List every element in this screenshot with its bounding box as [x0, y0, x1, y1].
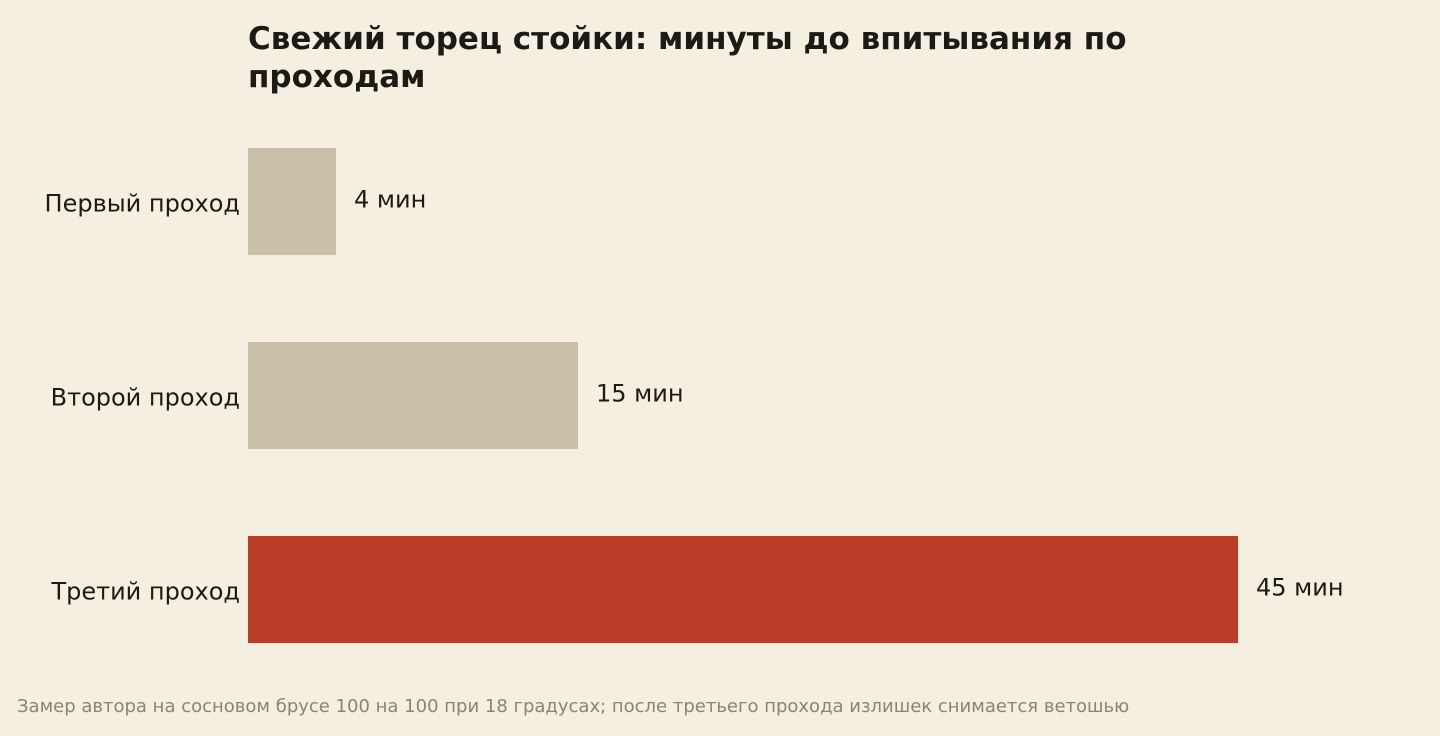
value-label: 15 мин [596, 380, 684, 408]
value-label: 4 мин [354, 186, 426, 214]
category-label: Третий проход [50, 578, 240, 606]
chart-title: Свежий торец стойки: минуты до впитывани… [248, 21, 1127, 95]
category-label: Второй проход [51, 384, 240, 412]
bar-3 [248, 536, 1238, 643]
category-label: Первый проход [45, 190, 240, 218]
bar-1 [248, 148, 336, 255]
value-label: 45 мин [1256, 574, 1344, 602]
footnote: Замер автора на сосновом брусе 100 на 10… [17, 696, 1130, 717]
bar-2 [248, 342, 578, 449]
